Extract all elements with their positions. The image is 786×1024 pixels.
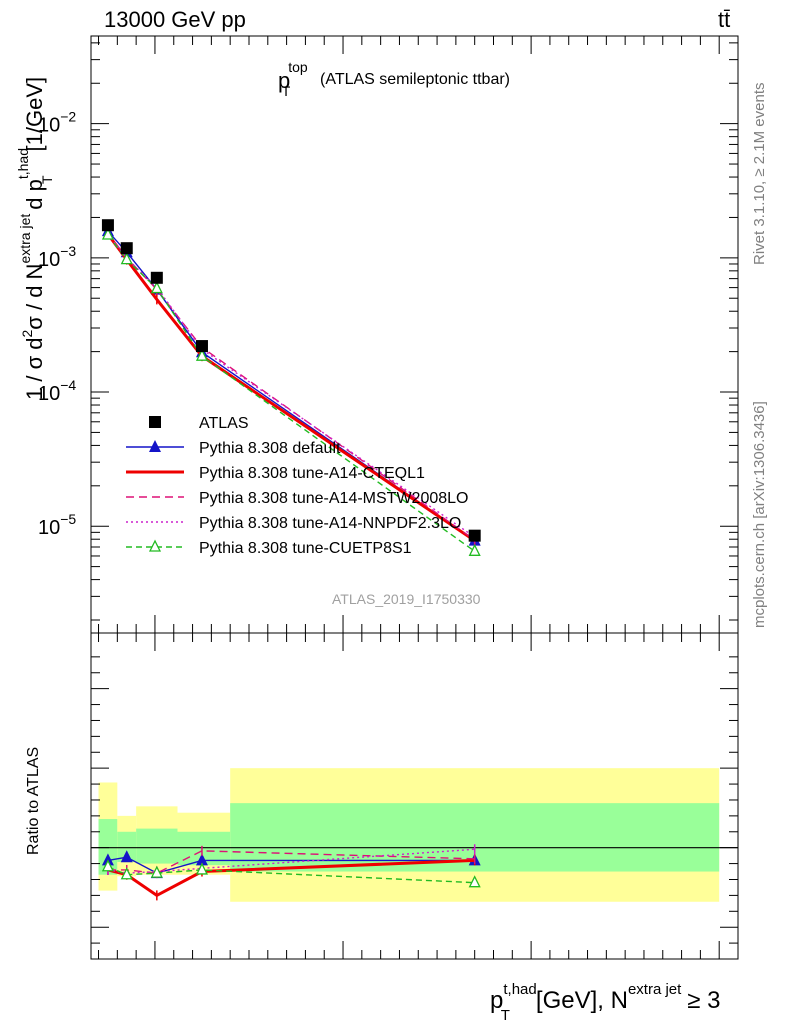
- legend-label: ATLAS: [199, 415, 249, 432]
- analysis-watermark: ATLAS_2019_I1750330: [332, 591, 481, 607]
- legend-item: ATLAS: [149, 415, 249, 432]
- ratio-series-0-point: [195, 853, 208, 866]
- main-series-0-point: [468, 529, 481, 542]
- ratio-series-4-point: [120, 867, 133, 880]
- main-y-tick-labels: 10−5 10−4 10−3 10−2: [38, 109, 76, 540]
- main-panel-frame: [90, 35, 739, 634]
- main-series-5-point: [101, 227, 114, 240]
- legend: ATLAS Pythia 8.308 default Pythia 8.308 tu…: [126, 415, 468, 557]
- main-series-5-point: [120, 252, 133, 265]
- legend-item: Pythia 8.308 tune-A14-MSTW2008LO: [126, 490, 468, 507]
- main-ytick-label: 10−3: [38, 243, 76, 271]
- ratio-series-4-point: [195, 862, 209, 875]
- process-label: tt̄: [718, 7, 730, 32]
- main-series-4-line: [107, 233, 476, 538]
- legend-item: Pythia 8.308 tune-CUETP8S1: [126, 539, 412, 557]
- ratio-panel-frame: [90, 632, 739, 960]
- plot-title: ptop T: [278, 59, 308, 99]
- main-series-5-point: [150, 281, 163, 294]
- main-series-5-point: [195, 348, 209, 361]
- main-ytick-label: 10−5: [38, 511, 76, 539]
- ratio-series-0-point: [120, 850, 133, 863]
- main-series-0-point: [195, 340, 208, 353]
- band-inner-2: [136, 828, 178, 864]
- plot-title-rest: (ATLAS semileptonic ttbar): [320, 71, 510, 88]
- main-series-3-line: [107, 233, 476, 541]
- ratio-series-3-line: [107, 848, 475, 874]
- ratio-series-4-point: [468, 875, 481, 888]
- ratio-axis-ticks: [91, 633, 739, 959]
- legend-item: Pythia 8.308 default: [126, 440, 341, 457]
- main-ytick-label: 10−4: [38, 377, 76, 405]
- main-series-0-point: [150, 271, 163, 284]
- mcplots-label: mcplots.cern.ch [arXiv:1306.3436]: [751, 401, 768, 628]
- legend-label: Pythia 8.308 tune-A14-NNPDF2.3LO: [199, 515, 461, 532]
- ratio-panel: Ratio to ATLAS pt,had T[GeV], Nextra jet ≥…: [25, 632, 739, 1024]
- main-panel: 10−5 10−4 10−3 10−2 ptop T (ATLAS semilepton…: [15, 35, 739, 634]
- legend-swatch: [149, 416, 161, 428]
- band-inner-1: [117, 831, 137, 862]
- main-series-0-point: [120, 242, 133, 255]
- ratio-y-axis-label: Ratio to ATLAS: [25, 747, 42, 855]
- legend-swatch-marker: [148, 539, 162, 552]
- band-inner-0: [98, 819, 118, 875]
- main-axis-ticks: [91, 36, 739, 633]
- ratio-uncertainty-bands: [98, 768, 720, 902]
- legend-swatch-marker: [149, 440, 161, 452]
- rivet-label: Rivet 3.1.10, ≥ 2.1M events: [751, 83, 768, 266]
- energy-label: 13000 GeV pp: [104, 7, 246, 32]
- x-axis-label: pt,had T[GeV], Nextra jet ≥ 3: [490, 981, 720, 1024]
- main-series-5-point: [468, 543, 481, 556]
- main-series-group: [101, 219, 481, 556]
- main-ytick-label: 10−2: [38, 109, 76, 137]
- legend-label: Pythia 8.308 default: [199, 440, 341, 457]
- legend-label: Pythia 8.308 tune-CUETP8S1: [199, 540, 412, 557]
- legend-item: Pythia 8.308 tune-A14-NNPDF2.3LO: [126, 515, 461, 532]
- main-y-axis-label: 1 / σ d2σ / d Nextra jetd pt,hadT[1/GeV]: [15, 77, 55, 400]
- legend-item: Pythia 8.308 tune-A14-CTEQL1: [126, 465, 425, 482]
- main-series-0-point: [101, 219, 114, 232]
- legend-label: Pythia 8.308 tune-A14-CTEQL1: [199, 465, 425, 482]
- ratio-series-4-point: [101, 859, 114, 872]
- ratio-series-4-point: [150, 865, 163, 878]
- legend-label: Pythia 8.308 tune-A14-MSTW2008LO: [199, 490, 468, 507]
- ratio-series-group: [101, 844, 481, 901]
